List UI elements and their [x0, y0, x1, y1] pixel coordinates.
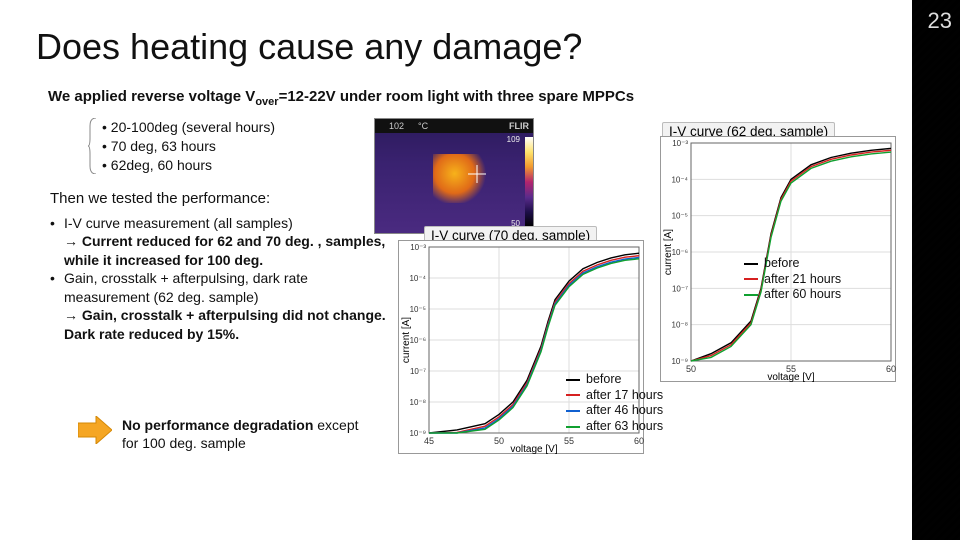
finding-1-head: I-V curve measurement (all samples)	[64, 215, 293, 231]
svg-text:10⁻⁶: 10⁻⁶	[410, 336, 426, 345]
legend-row: after 17 hours	[566, 388, 663, 404]
finding-2-head: Gain, crosstalk + afterpulsing, dark rat…	[64, 270, 308, 304]
finding-2: Gain, crosstalk + afterpulsing, dark rat…	[54, 269, 388, 343]
legend-62: beforeafter 21 hoursafter 60 hours	[744, 256, 841, 303]
svg-text:current [A]: current [A]	[401, 317, 412, 363]
svg-text:10⁻³: 10⁻³	[410, 243, 426, 252]
intro-pre: We applied reverse voltage V	[48, 88, 255, 105]
slide-title: Does heating cause any damage?	[36, 26, 582, 68]
bracket-icon	[88, 118, 98, 174]
tested-heading: Then we tested the performance:	[50, 190, 270, 207]
legend-row: after 63 hours	[566, 419, 663, 435]
bullet-2: 70 deg, 63 hours	[102, 137, 275, 156]
thermal-image: 102 °C FLIR 109 50	[374, 118, 534, 234]
legend-row: after 60 hours	[744, 287, 841, 303]
slide: 23 Does heating cause any damage? We app…	[0, 0, 960, 540]
legend-row: before	[744, 256, 841, 272]
svg-text:50: 50	[494, 436, 504, 446]
big-arrow-icon	[78, 416, 112, 444]
svg-text:10⁻⁷: 10⁻⁷	[672, 284, 688, 293]
intro-post: =12-22V under room light with three spar…	[279, 88, 635, 105]
side-pattern: 23	[912, 0, 960, 540]
arrow-glyph: →	[64, 307, 78, 323]
svg-text:10⁻⁷: 10⁻⁷	[410, 367, 426, 376]
finding-1-body: Current reduced for 62 and 70 deg. , sam…	[64, 233, 385, 267]
svg-text:60: 60	[634, 436, 644, 446]
svg-text:10⁻³: 10⁻³	[672, 139, 688, 148]
bullet-1: 20-100deg (several hours)	[102, 118, 275, 137]
svg-text:10⁻⁴: 10⁻⁴	[409, 274, 426, 283]
condition-bullets: 20-100deg (several hours) 70 deg, 63 hou…	[102, 118, 275, 175]
svg-text:current [A]: current [A]	[663, 229, 674, 275]
arrow-glyph: →	[64, 233, 78, 249]
finding-1: I-V curve measurement (all samples) → Cu…	[54, 214, 388, 269]
intro-text: We applied reverse voltage Vover=12-22V …	[48, 88, 634, 108]
conclusion-block: No performance degradation except for 10…	[78, 416, 362, 452]
svg-text:45: 45	[424, 436, 434, 446]
legend-row: before	[566, 372, 663, 388]
svg-text:10⁻⁴: 10⁻⁴	[671, 175, 688, 184]
svg-text:55: 55	[564, 436, 574, 446]
svg-text:10⁻⁵: 10⁻⁵	[410, 305, 426, 314]
svg-text:60: 60	[886, 364, 896, 374]
intro-sub: over	[255, 96, 278, 108]
svg-text:10⁻⁵: 10⁻⁵	[672, 212, 688, 221]
svg-text:voltage [V]: voltage [V]	[510, 444, 557, 455]
legend-row: after 46 hours	[566, 403, 663, 419]
bullet-3: 62deg, 60 hours	[102, 156, 275, 175]
svg-text:voltage [V]: voltage [V]	[767, 372, 814, 383]
page-number: 23	[928, 8, 952, 34]
findings-list: I-V curve measurement (all samples) → Cu…	[40, 214, 388, 343]
legend-row: after 21 hours	[744, 272, 841, 288]
finding-2-body: Gain, crosstalk + afterpulsing did not c…	[64, 307, 386, 341]
svg-text:10⁻⁸: 10⁻⁸	[410, 398, 427, 407]
conclusion-text: No performance degradation except for 10…	[122, 416, 362, 452]
conclusion-bold: No performance degradation	[122, 417, 313, 433]
svg-text:10⁻⁸: 10⁻⁸	[672, 321, 689, 330]
svg-text:10⁻⁶: 10⁻⁶	[672, 248, 688, 257]
svg-text:50: 50	[686, 364, 696, 374]
legend-70: beforeafter 17 hoursafter 46 hoursafter …	[566, 372, 663, 435]
